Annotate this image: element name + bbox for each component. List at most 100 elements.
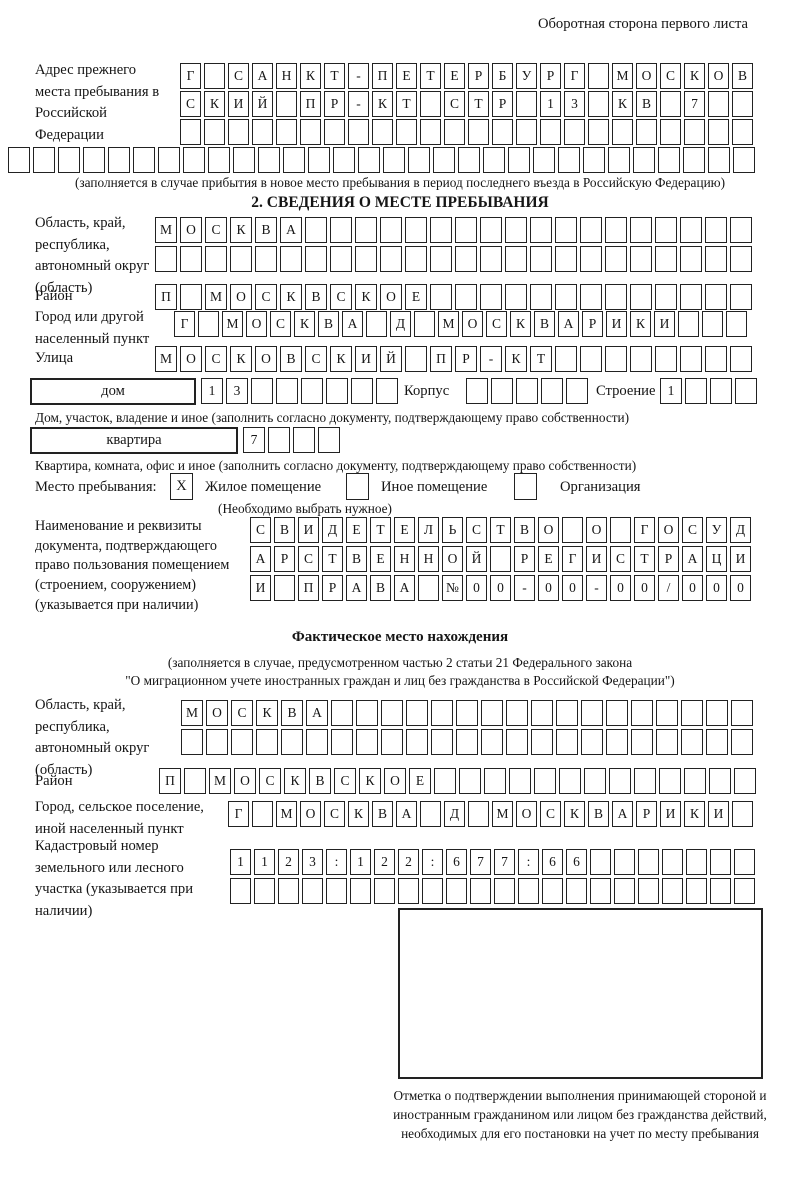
char-cell[interactable] [559,768,581,794]
char-cell[interactable]: С [270,311,291,337]
char-cell[interactable] [505,217,527,243]
char-cell[interactable] [278,878,299,904]
char-cell[interactable]: П [155,284,177,310]
char-cell[interactable]: Е [409,768,431,794]
char-cell[interactable] [506,729,528,755]
char-cell[interactable]: П [430,346,452,372]
char-cell[interactable] [683,147,705,173]
char-cell[interactable]: К [505,346,527,372]
char-cell[interactable]: У [706,517,727,543]
char-cell[interactable]: Н [276,63,297,89]
char-cell[interactable] [180,119,201,145]
char-cell[interactable] [276,119,297,145]
char-cell[interactable]: И [228,91,249,117]
char-cell[interactable] [705,346,727,372]
char-cell[interactable]: П [372,63,393,89]
char-cell[interactable]: А [306,700,328,726]
char-cell[interactable] [358,147,380,173]
char-cell[interactable] [558,147,580,173]
char-cell[interactable]: А [612,801,633,827]
char-cell[interactable]: Й [380,346,402,372]
char-cell[interactable]: 2 [374,849,395,875]
char-cell[interactable] [562,517,583,543]
char-cell[interactable]: 3 [226,378,248,404]
char-cell[interactable]: 0 [706,575,727,601]
char-cell[interactable]: А [558,311,579,337]
char-cell[interactable]: С [540,801,561,827]
char-cell[interactable]: О [380,284,402,310]
char-cell[interactable]: О [516,801,537,827]
char-cell[interactable]: В [732,63,753,89]
char-cell[interactable] [709,768,731,794]
char-cell[interactable] [710,878,731,904]
char-cell[interactable] [730,284,752,310]
char-cell[interactable]: К [284,768,306,794]
char-cell[interactable] [516,119,537,145]
char-cell[interactable]: Р [492,91,513,117]
char-cell[interactable] [302,878,323,904]
char-cell[interactable] [405,217,427,243]
char-cell[interactable] [455,217,477,243]
char-cell[interactable] [506,700,528,726]
char-cell[interactable] [456,729,478,755]
char-cell[interactable]: Б [492,63,513,89]
char-cell[interactable]: Т [468,91,489,117]
char-cell[interactable] [348,119,369,145]
char-cell[interactable]: В [281,700,303,726]
char-cell[interactable] [555,346,577,372]
char-cell[interactable] [581,729,603,755]
char-cell[interactable] [366,311,387,337]
char-cell[interactable] [732,801,753,827]
char-cell[interactable]: Р [274,546,295,572]
char-cell[interactable]: Р [636,801,657,827]
char-cell[interactable]: К [230,217,252,243]
char-cell[interactable] [396,119,417,145]
char-cell[interactable] [612,119,633,145]
char-cell[interactable]: М [181,700,203,726]
char-cell[interactable] [330,217,352,243]
char-cell[interactable] [430,246,452,272]
char-cell[interactable] [606,729,628,755]
char-cell[interactable] [420,91,441,117]
char-cell[interactable] [609,768,631,794]
char-cell[interactable]: Т [324,63,345,89]
char-cell[interactable]: В [514,517,535,543]
char-cell[interactable]: № [442,575,463,601]
char-cell[interactable] [155,246,177,272]
char-cell[interactable] [655,246,677,272]
char-cell[interactable] [516,91,537,117]
char-cell[interactable] [638,849,659,875]
char-cell[interactable] [381,700,403,726]
char-cell[interactable] [480,246,502,272]
char-cell[interactable]: О [442,546,463,572]
char-cell[interactable] [614,849,635,875]
char-cell[interactable]: 7 [494,849,515,875]
char-cell[interactable] [684,119,705,145]
char-cell[interactable]: С [334,768,356,794]
char-cell[interactable]: Г [634,517,655,543]
char-cell[interactable] [530,217,552,243]
char-cell[interactable]: В [534,311,555,337]
char-cell[interactable]: С [305,346,327,372]
char-cell[interactable]: О [462,311,483,337]
char-cell[interactable] [480,284,502,310]
char-cell[interactable] [283,147,305,173]
char-cell[interactable]: С [298,546,319,572]
char-cell[interactable]: Д [444,801,465,827]
char-cell[interactable] [356,729,378,755]
char-cell[interactable] [184,768,206,794]
char-cell[interactable] [470,878,491,904]
char-cell[interactable] [662,878,683,904]
char-cell[interactable]: К [510,311,531,337]
char-cell[interactable]: А [346,575,367,601]
char-cell[interactable]: М [209,768,231,794]
char-cell[interactable] [636,119,657,145]
char-cell[interactable] [734,878,755,904]
char-cell[interactable] [706,700,728,726]
char-cell[interactable]: С [486,311,507,337]
char-cell[interactable] [204,63,225,89]
char-cell[interactable]: О [255,346,277,372]
char-cell[interactable]: И [250,575,271,601]
char-cell[interactable] [588,63,609,89]
char-cell[interactable] [633,147,655,173]
